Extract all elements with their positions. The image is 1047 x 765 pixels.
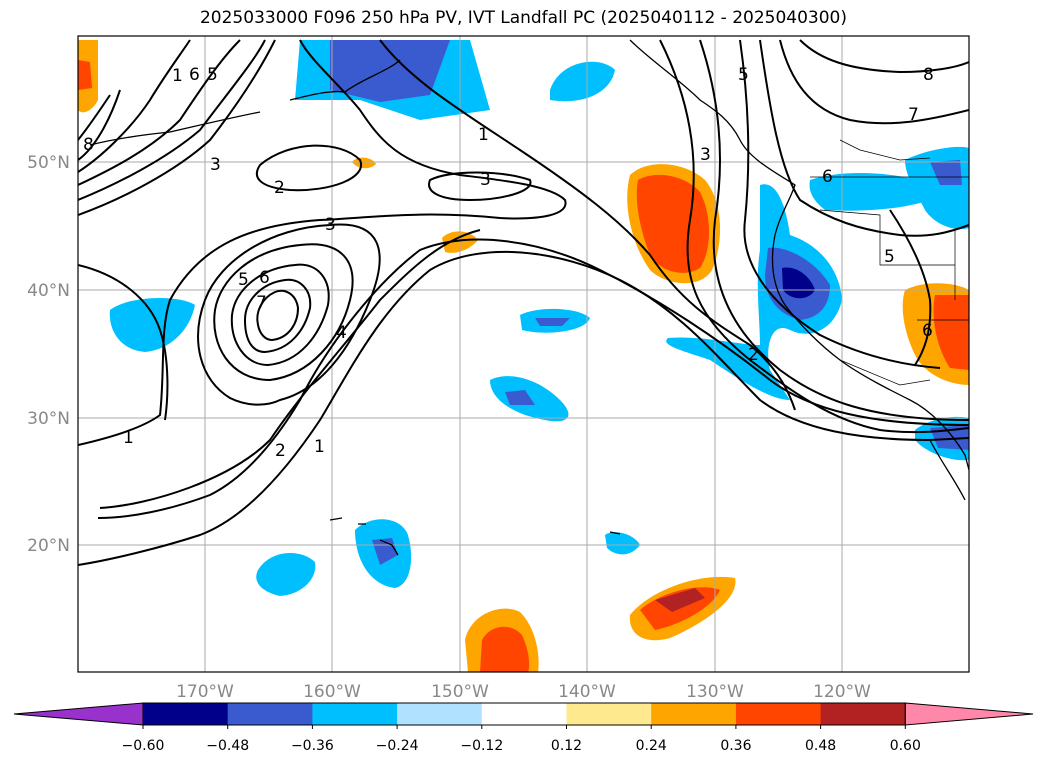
pos-blob-nw-corner-core xyxy=(78,60,92,90)
colorbar-ticks: −0.60 −0.48 −0.36 −0.24 −0.12 0.12 0.24 0.36 0.4… xyxy=(122,725,921,754)
neg-blob-west xyxy=(109,298,195,352)
contour-label: 3 xyxy=(480,170,491,190)
contour-labels: 1 1 1 1 2 2 2 3 3 3 3 4 5 5 5 5 6 6 6 6 … xyxy=(83,65,934,461)
contour-label: 1 xyxy=(123,428,134,448)
colorbar-tick-label: 0.24 xyxy=(636,738,667,754)
contour-label: 2 xyxy=(748,345,759,365)
colorbar-segment xyxy=(397,703,483,725)
colorbar-extend-low xyxy=(13,702,144,726)
lon-label: 170°W xyxy=(176,682,234,702)
colorbar-tick-label: −0.36 xyxy=(291,738,334,754)
neg-blob-sw xyxy=(256,552,316,596)
colorbar-tick-label: 0.36 xyxy=(720,738,751,754)
neg-blob-center-core xyxy=(535,318,570,326)
pv-anomaly-shading xyxy=(78,40,969,672)
colorbar-segment xyxy=(143,703,229,725)
colorbar-segment xyxy=(651,703,737,725)
lat-label: 40°N xyxy=(27,281,70,301)
colorbar-tick-label: 0.60 xyxy=(890,738,921,754)
colorbar-tick-label: −0.60 xyxy=(122,738,165,754)
lat-label: 20°N xyxy=(27,536,70,556)
lon-label: 150°W xyxy=(431,682,489,702)
contour-label: 1 xyxy=(172,66,183,86)
neg-blob-pnw xyxy=(809,173,930,211)
lon-label: 130°W xyxy=(686,682,744,702)
lon-label: 140°W xyxy=(558,682,616,702)
contour-label: 3 xyxy=(700,145,711,165)
colorbar-segment xyxy=(481,703,567,725)
neg-blob-california-core2 xyxy=(782,267,815,299)
contour-label: 8 xyxy=(83,135,94,155)
contour-label: 4 xyxy=(336,323,347,343)
colorbar-segment xyxy=(820,703,906,725)
pos-blob-south-2-core xyxy=(480,626,530,672)
neg-blob-california xyxy=(666,184,842,400)
contour-label: 3 xyxy=(325,215,336,235)
colorbar-tick-label: −0.12 xyxy=(460,738,503,754)
lat-labels: 50°N 40°N 30°N 20°N xyxy=(27,153,70,556)
contour-label: 8 xyxy=(923,65,934,85)
colorbar-segment xyxy=(312,703,398,725)
contour-label: 2 xyxy=(275,441,286,461)
contour-label: 2 xyxy=(274,178,285,198)
map-frame xyxy=(77,35,970,673)
contour-label: 6 xyxy=(922,321,933,341)
contour-label: 1 xyxy=(478,125,489,145)
neg-blob-alaska-coast xyxy=(550,61,615,102)
contour-label: 5 xyxy=(884,247,895,267)
contour-label: 1 xyxy=(314,437,325,457)
contour-label: 3 xyxy=(210,155,221,175)
lon-labels: 170°W 160°W 150°W 140°W 130°W 120°W xyxy=(176,682,871,702)
colorbar-extend-high xyxy=(904,702,1034,726)
colorbar-segment xyxy=(566,703,652,725)
pv-contours xyxy=(78,39,969,566)
lat-label: 50°N xyxy=(27,153,70,173)
lon-label: 160°W xyxy=(303,682,361,702)
pos-blob-oregon-core xyxy=(636,174,709,273)
pos-blob-small-1 xyxy=(352,157,376,169)
contour-label: 6 xyxy=(259,268,270,288)
neg-blob-ne-core xyxy=(930,160,962,185)
pos-blob-south-1-core2 xyxy=(655,588,705,612)
contour-label: 6 xyxy=(189,65,200,85)
neg-blob-se-core xyxy=(505,390,535,405)
lat-label: 30°N xyxy=(27,409,70,429)
colorbar-tick-label: 0.12 xyxy=(551,738,582,754)
colorbar-tick-label: −0.24 xyxy=(376,738,419,754)
contour-label: 7 xyxy=(256,293,267,313)
contour-label: 7 xyxy=(908,105,919,125)
contour-label: 5 xyxy=(207,65,218,85)
map-gridlines xyxy=(78,36,969,672)
colorbar-segment xyxy=(735,703,822,725)
contour-label: 5 xyxy=(738,65,749,85)
colorbar-outline xyxy=(142,702,906,726)
pos-blob-southwest-us-core xyxy=(933,295,969,370)
contour-label: 6 xyxy=(822,167,833,187)
colorbar xyxy=(13,702,1034,726)
borders xyxy=(810,139,969,386)
lon-label: 120°W xyxy=(813,682,871,702)
colorbar-segment xyxy=(227,703,313,725)
neg-blob-small xyxy=(605,532,640,555)
neg-blob-gulf-alaska-core xyxy=(330,40,450,102)
plot-title: 2025033000 F096 250 hPa PV, IVT Landfall… xyxy=(199,8,847,28)
contour-label: 5 xyxy=(238,270,249,290)
colorbar-tick-label: −0.48 xyxy=(206,738,249,754)
colorbar-tick-label: 0.48 xyxy=(805,738,836,754)
